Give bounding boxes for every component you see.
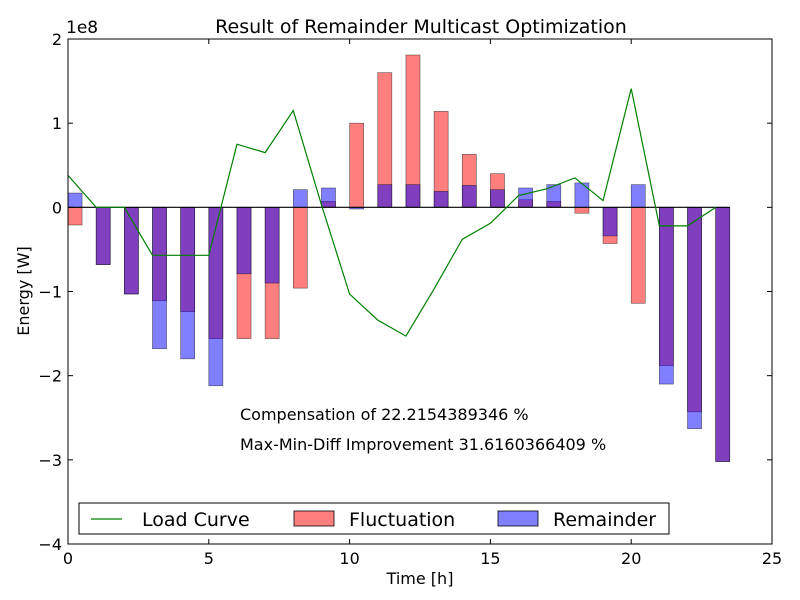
bar-remainder-12 <box>405 184 421 208</box>
y-tick-label-0: 0 <box>52 198 62 217</box>
bar-remainder-11 <box>377 184 393 208</box>
legend-label-remainder: Remainder <box>553 509 656 531</box>
bar-remainder-14 <box>461 185 477 208</box>
bar-remainder-22 <box>687 207 702 429</box>
x-axis-label: Time [h] <box>386 569 454 588</box>
bar-fluctuation-10 <box>349 122 364 208</box>
bar-remainder-1 <box>95 207 111 265</box>
x-tick-label-5: 5 <box>204 549 214 568</box>
bar-remainder-7 <box>264 207 280 284</box>
bar-remainder-3 <box>152 207 167 350</box>
x-tick-label-15: 15 <box>480 549 500 568</box>
y-axis-label: Energy [W] <box>14 246 33 335</box>
bar-remainder-23 <box>715 207 731 462</box>
legend-label-load-curve: Load Curve <box>142 509 250 531</box>
bar-remainder-15 <box>490 189 505 208</box>
bar-fluctuation-20 <box>630 207 646 304</box>
x-tick-label-25: 25 <box>762 549 782 568</box>
y-tick-label-2: 2 <box>52 30 62 49</box>
chart-title: Result of Remainder Multicast Optimizati… <box>215 16 627 38</box>
annotation-compensation: Compensation of 22.2154389346 % <box>240 405 529 424</box>
bar-remainder-9 <box>321 187 336 208</box>
bar-fluctuation-0 <box>67 207 83 226</box>
legend: Load Curve Fluctuation Remainder <box>78 502 670 535</box>
y-tick-label--1: −1 <box>38 283 62 302</box>
bar-remainder-16 <box>518 187 533 208</box>
annotation-max-min-diff: Max-Min-Diff Improvement 31.6160366409 % <box>240 435 606 454</box>
bar-remainder-4 <box>180 207 196 360</box>
y-tick-label-1: 1 <box>52 114 62 133</box>
bar-remainder-19 <box>602 207 618 237</box>
bar-remainder-21 <box>659 207 674 385</box>
legend-box <box>78 502 670 535</box>
bar-fluctuation-18 <box>574 207 590 214</box>
axis-ticks: 0 5 10 15 20 25 −4 −3 −2 −1 0 1 2 <box>38 30 782 568</box>
y-tick-label--4: −4 <box>38 535 62 554</box>
plot-area <box>67 54 731 462</box>
bar-remainder-18 <box>574 182 590 208</box>
x-tick-label-10: 10 <box>339 549 359 568</box>
y-tick-label--3: −3 <box>38 451 62 470</box>
bar-remainder-0 <box>67 192 83 208</box>
bar-remainder-8 <box>292 189 308 208</box>
bar-fluctuation-8 <box>292 207 308 289</box>
series-line-load-curve <box>67 88 717 337</box>
legend-swatch-fluctuation <box>293 510 335 527</box>
x-tick-label-20: 20 <box>621 549 641 568</box>
legend-label-fluctuation: Fluctuation <box>349 509 455 531</box>
bar-remainder-5 <box>208 207 224 387</box>
legend-swatch-remainder <box>497 510 539 527</box>
x-tick-label-0: 0 <box>63 549 73 568</box>
bar-remainder-6 <box>236 207 252 275</box>
bar-remainder-13 <box>433 191 449 208</box>
y-multiplier-label: 1e8 <box>66 18 98 38</box>
y-tick-label--2: −2 <box>38 367 62 386</box>
bar-remainder-20 <box>630 184 646 208</box>
